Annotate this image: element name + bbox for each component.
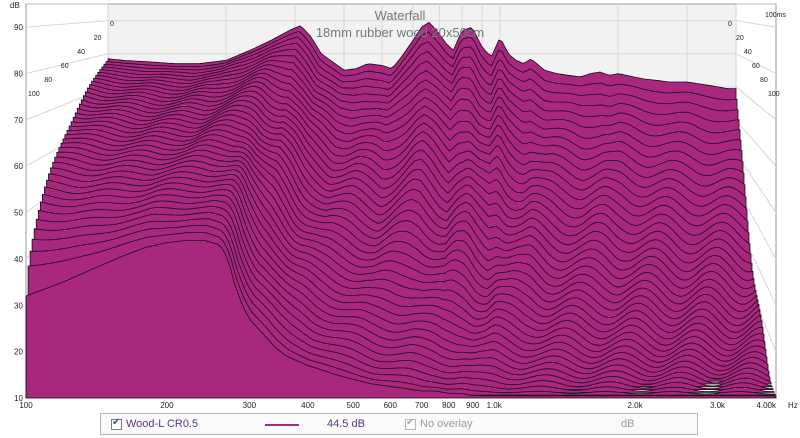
- y-tick-label-30: 30: [14, 301, 23, 310]
- x-tick-label-500: 500: [347, 401, 361, 410]
- y-tick-label-10: 10: [14, 394, 23, 403]
- depth-label-right-60: 60: [752, 63, 760, 70]
- side-grid-right-80: [735, 53, 777, 74]
- legend-value: 44.5 dB: [327, 418, 365, 430]
- legend-overlay-unit: dB: [621, 418, 634, 430]
- chart-subtitle: 18mm rubber wood 20x50cm: [316, 25, 484, 40]
- depth-label-left-80: 80: [44, 77, 52, 84]
- overlay-checkbox[interactable]: [405, 417, 416, 430]
- overlay-label: No overlay: [420, 418, 473, 430]
- x-tick-label-200: 200: [160, 401, 174, 410]
- depth-label-left-60: 60: [61, 63, 69, 70]
- waterfall-slice-0: [25, 240, 777, 399]
- legend-series[interactable]: Wood-L CR0.5: [111, 417, 199, 430]
- depth-label-right-40: 40: [744, 49, 752, 56]
- depth-label-left-0: 0: [110, 21, 114, 28]
- x-tick-label-100: 100: [19, 401, 33, 410]
- waterfall-plot: 10 20 30 40 50 60 70 80 90 100 200 300 400 500 600 700 8…: [10, 1, 798, 410]
- x-tick-label-700: 700: [415, 401, 429, 410]
- x-tick-label-4.00k: 4.00k: [756, 401, 777, 410]
- depth-label-left-40: 40: [77, 49, 85, 56]
- x-tick-label-300: 300: [243, 401, 257, 410]
- depth-label-end: 100ms: [765, 12, 787, 19]
- side-grid-right-90: [735, 20, 777, 28]
- side-grid-left-80: [25, 53, 109, 75]
- y-tick-label-90: 90: [14, 23, 23, 32]
- y-tick-label-40: 40: [14, 255, 23, 264]
- x-tick-label-600: 600: [384, 401, 398, 410]
- y-axis-unit-label: dB: [10, 1, 20, 10]
- legend-overlay[interactable]: No overlay: [405, 417, 473, 430]
- x-tick-label-2.0k: 2.0k: [628, 401, 644, 410]
- depth-label-right-0: 0: [728, 21, 732, 28]
- overlay-unit: dB: [621, 418, 635, 430]
- x-tick-label-1.0k: 1.0k: [487, 401, 503, 410]
- chart-title: Waterfall: [375, 8, 426, 23]
- x-tick-label-3.0k: 3.0k: [710, 401, 726, 410]
- y-tick-label-50: 50: [14, 209, 23, 218]
- waterfall-slices: [25, 22, 777, 399]
- series-name: Wood-L CR0.5: [126, 418, 199, 430]
- x-tick-label-400: 400: [301, 401, 315, 410]
- depth-label-left-20: 20: [94, 35, 102, 42]
- y-tick-label-70: 70: [14, 116, 23, 125]
- x-axis-unit-label: Hz: [788, 401, 798, 410]
- y-tick-label-20: 20: [14, 348, 23, 357]
- series-checkbox[interactable]: [111, 417, 122, 430]
- side-grid-right-60: [735, 119, 777, 167]
- depth-label-left-100: 100: [28, 91, 40, 98]
- side-grid-left-90: [25, 20, 109, 28]
- x-tick-label-800: 800: [442, 401, 456, 410]
- x-tick-label-900: 900: [466, 401, 480, 410]
- series-value: 44.5 dB: [327, 418, 365, 430]
- depth-label-right-20: 20: [736, 35, 744, 42]
- depth-label-right-100: 100: [768, 91, 780, 98]
- side-grid-right-70: [735, 86, 777, 121]
- legend-bar: Wood-L CR0.5 44.5 dB No overlay dB: [100, 413, 698, 435]
- depth-label-right-80: 80: [760, 77, 768, 84]
- y-tick-label-60: 60: [14, 162, 23, 171]
- series-swatch: [265, 424, 299, 426]
- y-tick-label-80: 80: [14, 70, 23, 79]
